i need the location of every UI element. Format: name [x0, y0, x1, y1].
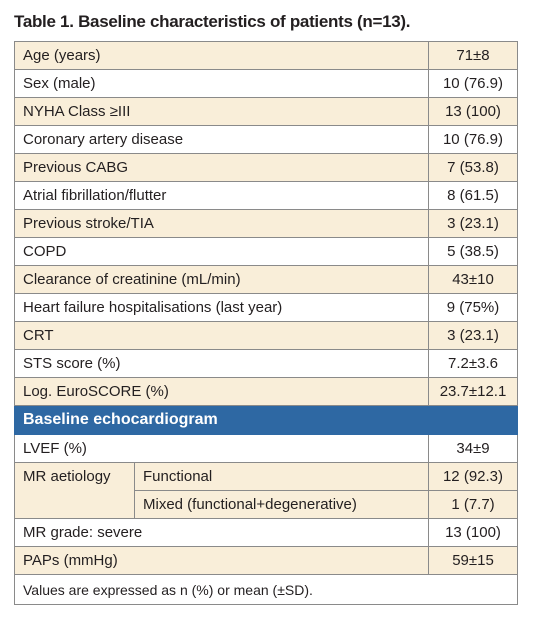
row-label: Atrial fibrillation/flutter — [14, 181, 429, 210]
table-row: Mixed (functional+degenerative) 1 (7.7) — [15, 490, 518, 519]
section-header-row: Baseline echocardiogram — [14, 405, 518, 435]
baseline-table: Age (years) 71±8 Sex (male) 10 (76.9) NYHA… — [14, 41, 518, 605]
row-value: 1 (7.7) — [428, 490, 518, 519]
table-footnote: Values are expressed as n (%) or mean (±… — [14, 574, 518, 605]
row-label: Heart failure hospitalisations (last yea… — [14, 293, 429, 322]
row-value: 5 (38.5) — [428, 237, 518, 266]
row-label: Age (years) — [14, 41, 429, 70]
row-value: 8 (61.5) — [428, 181, 518, 210]
baseline-rows: Age (years) 71±8 Sex (male) 10 (76.9) NYHA… — [14, 41, 518, 605]
table-row: STS score (%) 7.2±3.6 — [14, 349, 518, 378]
table-title: Table 1. Baseline characteristics of pat… — [14, 12, 411, 31]
table-row: Previous stroke/TIA 3 (23.1) — [14, 209, 518, 238]
table-row: Sex (male) 10 (76.9) — [14, 69, 518, 98]
row-value: 10 (76.9) — [428, 125, 518, 154]
row-label: PAPs (mmHg) — [14, 546, 429, 575]
row-value: 7.2±3.6 — [428, 349, 518, 378]
row-label: Log. EuroSCORE (%) — [14, 377, 429, 406]
row-label: COPD — [14, 237, 429, 266]
row-value: 7 (53.8) — [428, 153, 518, 182]
row-value: 34±9 — [428, 434, 518, 463]
table-row: COPD 5 (38.5) — [14, 237, 518, 266]
row-value: 59±15 — [428, 546, 518, 575]
table-row: Log. EuroSCORE (%) 23.7±12.1 — [14, 377, 518, 406]
table-row: Age (years) 71±8 — [14, 41, 518, 70]
row-label: Clearance of creatinine (mL/min) — [14, 265, 429, 294]
row-label: CRT — [14, 321, 429, 350]
row-value: 23.7±12.1 — [428, 377, 518, 406]
row-label: Previous CABG — [14, 153, 429, 182]
row-value: 3 (23.1) — [428, 209, 518, 238]
table-row: MR aetiology Functional 12 (92.3) — [14, 462, 518, 519]
table-row: LVEF (%) 34±9 — [14, 434, 518, 463]
table-row: MR grade: severe 13 (100) — [14, 518, 518, 547]
table-row: NYHA Class ≥III 13 (100) — [14, 97, 518, 126]
row-value: 10 (76.9) — [428, 69, 518, 98]
row-value: 3 (23.1) — [428, 321, 518, 350]
row-label: Sex (male) — [14, 69, 429, 98]
row-label: MR grade: severe — [14, 518, 429, 547]
row-label: Functional — [134, 462, 429, 491]
table-row: CRT 3 (23.1) — [14, 321, 518, 350]
section-heading: Baseline echocardiogram — [14, 405, 518, 435]
row-value: 13 (100) — [428, 518, 518, 547]
table-row: Atrial fibrillation/flutter 8 (61.5) — [14, 181, 518, 210]
table-row: Clearance of creatinine (mL/min) 43±10 — [14, 265, 518, 294]
footnote-row: Values are expressed as n (%) or mean (±… — [14, 574, 518, 605]
row-label: Mixed (functional+degenerative) — [134, 490, 429, 519]
row-label: LVEF (%) — [14, 434, 429, 463]
row-value: 13 (100) — [428, 97, 518, 126]
row-value: 12 (92.3) — [428, 462, 518, 491]
row-label: STS score (%) — [14, 349, 429, 378]
row-label: NYHA Class ≥III — [14, 97, 429, 126]
row-label: Previous stroke/TIA — [14, 209, 429, 238]
table-row: Previous CABG 7 (53.8) — [14, 153, 518, 182]
row-value: 71±8 — [428, 41, 518, 70]
row-value: 9 (75%) — [428, 293, 518, 322]
row-value: 43±10 — [428, 265, 518, 294]
table-row: Heart failure hospitalisations (last yea… — [14, 293, 518, 322]
table-row: PAPs (mmHg) 59±15 — [14, 546, 518, 575]
row-label: Coronary artery disease — [14, 125, 429, 154]
table-row: Coronary artery disease 10 (76.9) — [14, 125, 518, 154]
mr-aetiology-label: MR aetiology — [14, 462, 135, 519]
